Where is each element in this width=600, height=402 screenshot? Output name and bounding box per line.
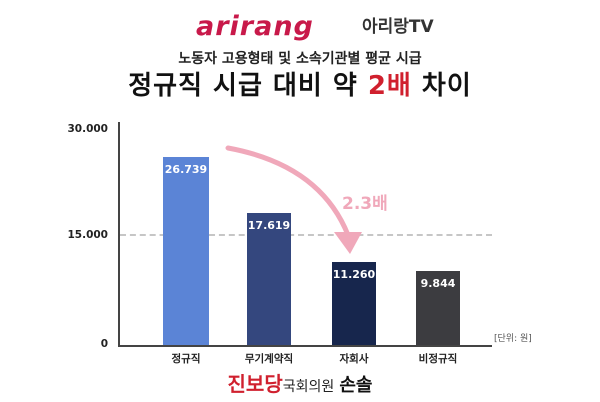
x-axis <box>118 345 492 347</box>
chart-subtitle: 노동자 고용형태 및 소속기관별 평균 시급 <box>178 51 422 67</box>
role-label: 국회의원 <box>282 379 335 395</box>
y-axis <box>118 122 120 346</box>
bar-subsidiary: 11.260 <box>332 262 376 345</box>
bar-value: 11.260 <box>332 268 376 281</box>
y-tick-15000: 15.000 <box>67 229 108 241</box>
ratio-annotation: 2.3배 <box>342 194 388 214</box>
bar-indefinite-contract: 17.619 <box>247 213 291 345</box>
title-highlight: 2배 <box>367 71 412 101</box>
y-tick-30000: 30.000 <box>67 123 108 135</box>
party-name: 진보당 <box>227 372 283 396</box>
bar-non-regular: 9.844 <box>416 271 460 345</box>
lawmaker-name: 손솔 <box>339 375 373 396</box>
title-text-end: 차이 <box>411 71 472 101</box>
title-text: 정규직 시급 대비 약 <box>128 71 368 101</box>
x-label-subsidiary: 자회사 <box>339 353 369 365</box>
chart-title: 정규직 시급 대비 약 2배 차이 <box>0 70 600 102</box>
bar-value: 26.739 <box>164 163 208 176</box>
reference-line-15000 <box>120 234 492 236</box>
y-tick-0: 0 <box>100 338 108 350</box>
bar-value: 17.619 <box>247 219 291 232</box>
arirang-tv-label: 아리랑TV <box>362 17 434 37</box>
footer-credit: 진보당국회의원 손솔 <box>0 372 600 399</box>
bar-value: 9.844 <box>420 277 456 290</box>
x-label-regular: 정규직 <box>171 353 201 365</box>
x-label-indefinite-contract: 무기계약직 <box>244 353 294 365</box>
arirang-logo: arirang <box>196 11 314 42</box>
curved-arrow-icon <box>225 145 362 254</box>
x-label-non-regular: 비정규직 <box>418 353 458 365</box>
bar-regular: 26.739 <box>163 157 209 345</box>
unit-label: [단위: 원] <box>494 334 532 344</box>
